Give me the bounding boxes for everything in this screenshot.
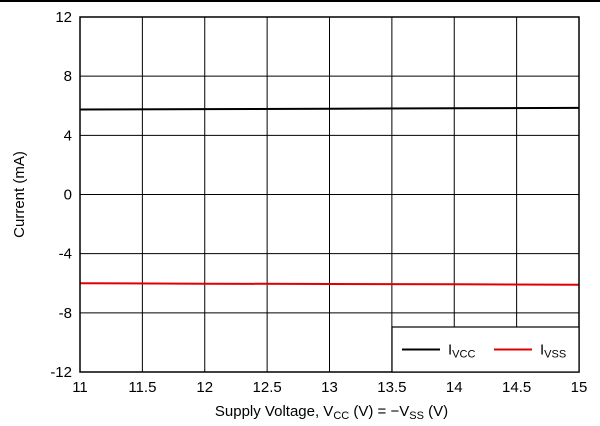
series-lines — [79, 106, 580, 286]
legend: IVCC IVSS — [391, 326, 580, 373]
grid-lines — [80, 17, 579, 372]
x-tick-label: 12 — [196, 379, 213, 396]
x-tick-label: 11.5 — [128, 379, 156, 396]
y-tick-label: -12 — [50, 364, 72, 381]
y-tick-label: -4 — [59, 246, 72, 263]
series-line-vss — [79, 282, 580, 286]
top-rule — [0, 0, 600, 2]
y-tick-label: 0 — [64, 187, 72, 204]
y-tick-label: 12 — [55, 9, 72, 26]
y-tick-label: 8 — [64, 68, 72, 85]
x-axis-tick-labels: 11 11.5 12 12.5 13 13.5 14 14.5 15 — [72, 379, 587, 396]
series-line-vcc — [79, 106, 580, 111]
x-tick-label: 14 — [446, 379, 463, 396]
legend-label-ivss: IVSS — [540, 342, 566, 361]
x-tick-label: 11 — [72, 379, 88, 396]
x-tick-label: 15 — [571, 379, 588, 396]
plot-frame — [79, 16, 580, 373]
x-tick-label: 13.5 — [377, 379, 406, 396]
x-tick-label: 13 — [321, 379, 338, 396]
x-axis-title: Supply Voltage, VCC (V) = −VSS (V) — [215, 403, 448, 422]
x-tick-label: 14.5 — [502, 379, 531, 396]
x-tick-label: 12.5 — [253, 379, 282, 396]
y-axis-title: Current (mA) — [11, 151, 28, 238]
y-axis-tick-labels: -12 -8 -4 0 4 8 12 — [50, 9, 72, 381]
y-tick-label: -8 — [59, 305, 72, 322]
y-tick-label: 4 — [64, 127, 72, 144]
legend-label-ivcc: IVCC — [448, 342, 475, 361]
